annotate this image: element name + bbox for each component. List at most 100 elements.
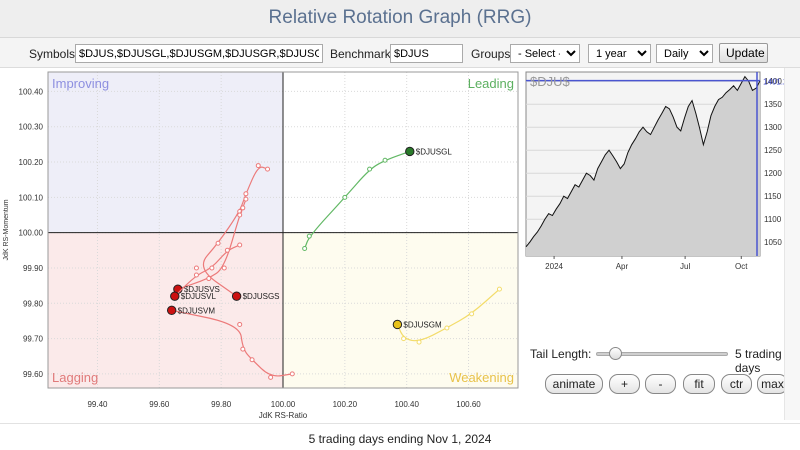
tail-point bbox=[268, 374, 274, 380]
center-button[interactable]: ctr bbox=[721, 374, 752, 394]
tail-point bbox=[469, 311, 475, 317]
tail-point bbox=[237, 212, 243, 218]
tail-point bbox=[221, 265, 227, 271]
mini-y-tick-label: 1400 bbox=[764, 77, 782, 86]
tail-point bbox=[209, 265, 215, 271]
series-head-marker bbox=[166, 305, 177, 316]
quadrant-lagging-bg bbox=[48, 232, 283, 388]
x-tick-label: 100.00 bbox=[271, 400, 296, 409]
tail-length-label: Tail Length: bbox=[530, 347, 592, 361]
y-tick-label: 100.20 bbox=[19, 158, 44, 167]
animate-button[interactable]: animate bbox=[545, 374, 603, 394]
x-tick-label: 100.60 bbox=[456, 400, 481, 409]
mini-x-tick-label: Jul bbox=[680, 262, 690, 271]
zoom-out-button[interactable]: - bbox=[645, 374, 676, 394]
series-label: $DJUSVL bbox=[181, 292, 217, 301]
symbols-input[interactable] bbox=[75, 44, 323, 63]
fit-button[interactable]: fit bbox=[683, 374, 715, 394]
series-head-marker bbox=[405, 146, 415, 157]
series-head-marker bbox=[231, 291, 242, 301]
tail-point bbox=[193, 272, 199, 278]
mini-y-tick-label: 1150 bbox=[764, 192, 782, 201]
y-tick-label: 99.90 bbox=[23, 264, 44, 273]
groups-label: Groups: bbox=[471, 47, 514, 61]
quadrant-leading-bg bbox=[283, 72, 518, 233]
tail-point bbox=[367, 166, 373, 172]
tail-length-slider[interactable] bbox=[596, 347, 728, 360]
mini-last-value-label: 1401.26 bbox=[763, 78, 784, 87]
tail-point bbox=[243, 191, 249, 197]
benchmark-label: Benchmark: bbox=[330, 47, 395, 61]
tail-point bbox=[306, 233, 312, 239]
mini-y-tick-label: 1100 bbox=[764, 215, 782, 224]
mini-x-tick-label: 2024 bbox=[545, 262, 563, 271]
zoom-in-button[interactable]: + bbox=[609, 374, 640, 394]
header-bar: Relative Rotation Graph (RRG) bbox=[0, 0, 800, 38]
series-djusvs: $DJUSVS bbox=[173, 196, 249, 294]
tail-point bbox=[342, 194, 348, 200]
tail-point bbox=[401, 336, 407, 342]
series-label: $DJUSGS bbox=[243, 292, 280, 301]
tail-point bbox=[249, 357, 255, 363]
update-button[interactable]: Update bbox=[719, 43, 768, 63]
plot-border bbox=[47, 71, 519, 389]
tail-length-value: 5 trading days bbox=[735, 347, 782, 375]
tail-point bbox=[240, 346, 246, 352]
mini-x-tick-label: Oct bbox=[735, 262, 748, 271]
mini-chart-title: $DJU$ bbox=[530, 74, 571, 89]
mini-y-tick-label: 1350 bbox=[764, 100, 782, 109]
series-tail-line bbox=[177, 198, 247, 290]
max-button[interactable]: max bbox=[757, 374, 788, 394]
y-tick-label: 99.80 bbox=[23, 299, 44, 308]
mini-y-tick-label: 1200 bbox=[764, 169, 782, 178]
rrg-chart: 99.60 99.70 99.80 99.90 100.00 100.10 100.20 10… bbox=[3, 71, 519, 420]
series-tail-line bbox=[202, 166, 268, 297]
x-tick-label: 99.40 bbox=[87, 400, 108, 409]
controls-bar: Symbols: Benchmark: Groups: - Select - 1… bbox=[0, 38, 800, 68]
chart-area: 99.60 99.70 99.80 99.90 100.00 100.10 100.20 10… bbox=[0, 68, 800, 420]
tail-point bbox=[496, 286, 502, 292]
y-tick-label: 99.70 bbox=[23, 335, 44, 344]
quadrant-label-leading: Leading bbox=[468, 76, 514, 91]
footer-caption: 5 trading days ending Nov 1, 2024 bbox=[0, 423, 800, 450]
series-head-marker bbox=[392, 319, 403, 330]
x-tick-label: 100.20 bbox=[333, 400, 358, 409]
tail-point bbox=[289, 371, 295, 377]
series-label: $DJUSVM bbox=[178, 306, 216, 315]
tail-point bbox=[255, 163, 261, 169]
y-tick-label: 100.30 bbox=[19, 123, 44, 132]
tail-point bbox=[265, 166, 271, 172]
series-label: $DJUSVS bbox=[184, 285, 220, 294]
tail-point bbox=[237, 321, 243, 327]
series-label: $DJUSGL bbox=[416, 147, 453, 156]
quadrant-label-weakening: Weakening bbox=[449, 370, 514, 385]
x-tick-label: 99.80 bbox=[211, 400, 232, 409]
y-tick-label: 100.40 bbox=[19, 87, 44, 96]
tail-point bbox=[240, 205, 246, 211]
y-tick-label: 100.10 bbox=[19, 193, 44, 202]
mini-y-tick-label: 1250 bbox=[764, 146, 782, 155]
tail-point bbox=[224, 247, 230, 253]
groups-select[interactable]: - Select - bbox=[510, 44, 580, 63]
series-djusvl: $DJUSVL bbox=[170, 242, 243, 301]
x-tick-label: 100.40 bbox=[394, 400, 419, 409]
vertical-scrollbar[interactable] bbox=[784, 68, 800, 420]
slider-knob[interactable] bbox=[609, 347, 622, 360]
mini-x-tick-label: Apr bbox=[616, 262, 629, 271]
tail-point bbox=[382, 157, 388, 163]
quadrant-weakening-bg bbox=[283, 232, 518, 388]
tail-point bbox=[215, 240, 221, 246]
series-label: $DJUSGM bbox=[403, 320, 442, 329]
benchmark-input[interactable] bbox=[390, 44, 463, 63]
tail-point bbox=[416, 339, 422, 345]
series-djusgm: $DJUSGM bbox=[392, 286, 502, 345]
tail-point bbox=[243, 196, 249, 202]
y-tick-label: 99.60 bbox=[23, 370, 44, 379]
mini-price-line bbox=[525, 75, 761, 248]
tail-point bbox=[193, 265, 199, 271]
mini-y-tick-label: 1050 bbox=[764, 238, 782, 247]
period-select[interactable]: 1 year bbox=[588, 44, 651, 63]
series-djusvm: $DJUSVM bbox=[166, 305, 295, 380]
frequency-select[interactable]: Daily bbox=[656, 44, 713, 63]
tail-point bbox=[302, 246, 308, 252]
